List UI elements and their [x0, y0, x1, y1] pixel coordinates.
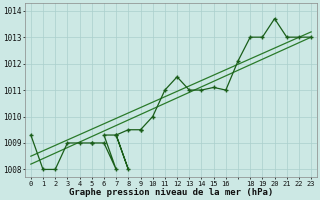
- X-axis label: Graphe pression niveau de la mer (hPa): Graphe pression niveau de la mer (hPa): [69, 188, 273, 197]
